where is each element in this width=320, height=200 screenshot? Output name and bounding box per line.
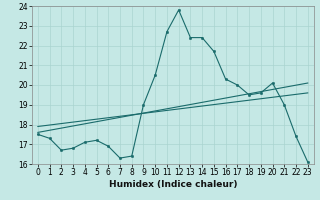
X-axis label: Humidex (Indice chaleur): Humidex (Indice chaleur) — [108, 180, 237, 189]
